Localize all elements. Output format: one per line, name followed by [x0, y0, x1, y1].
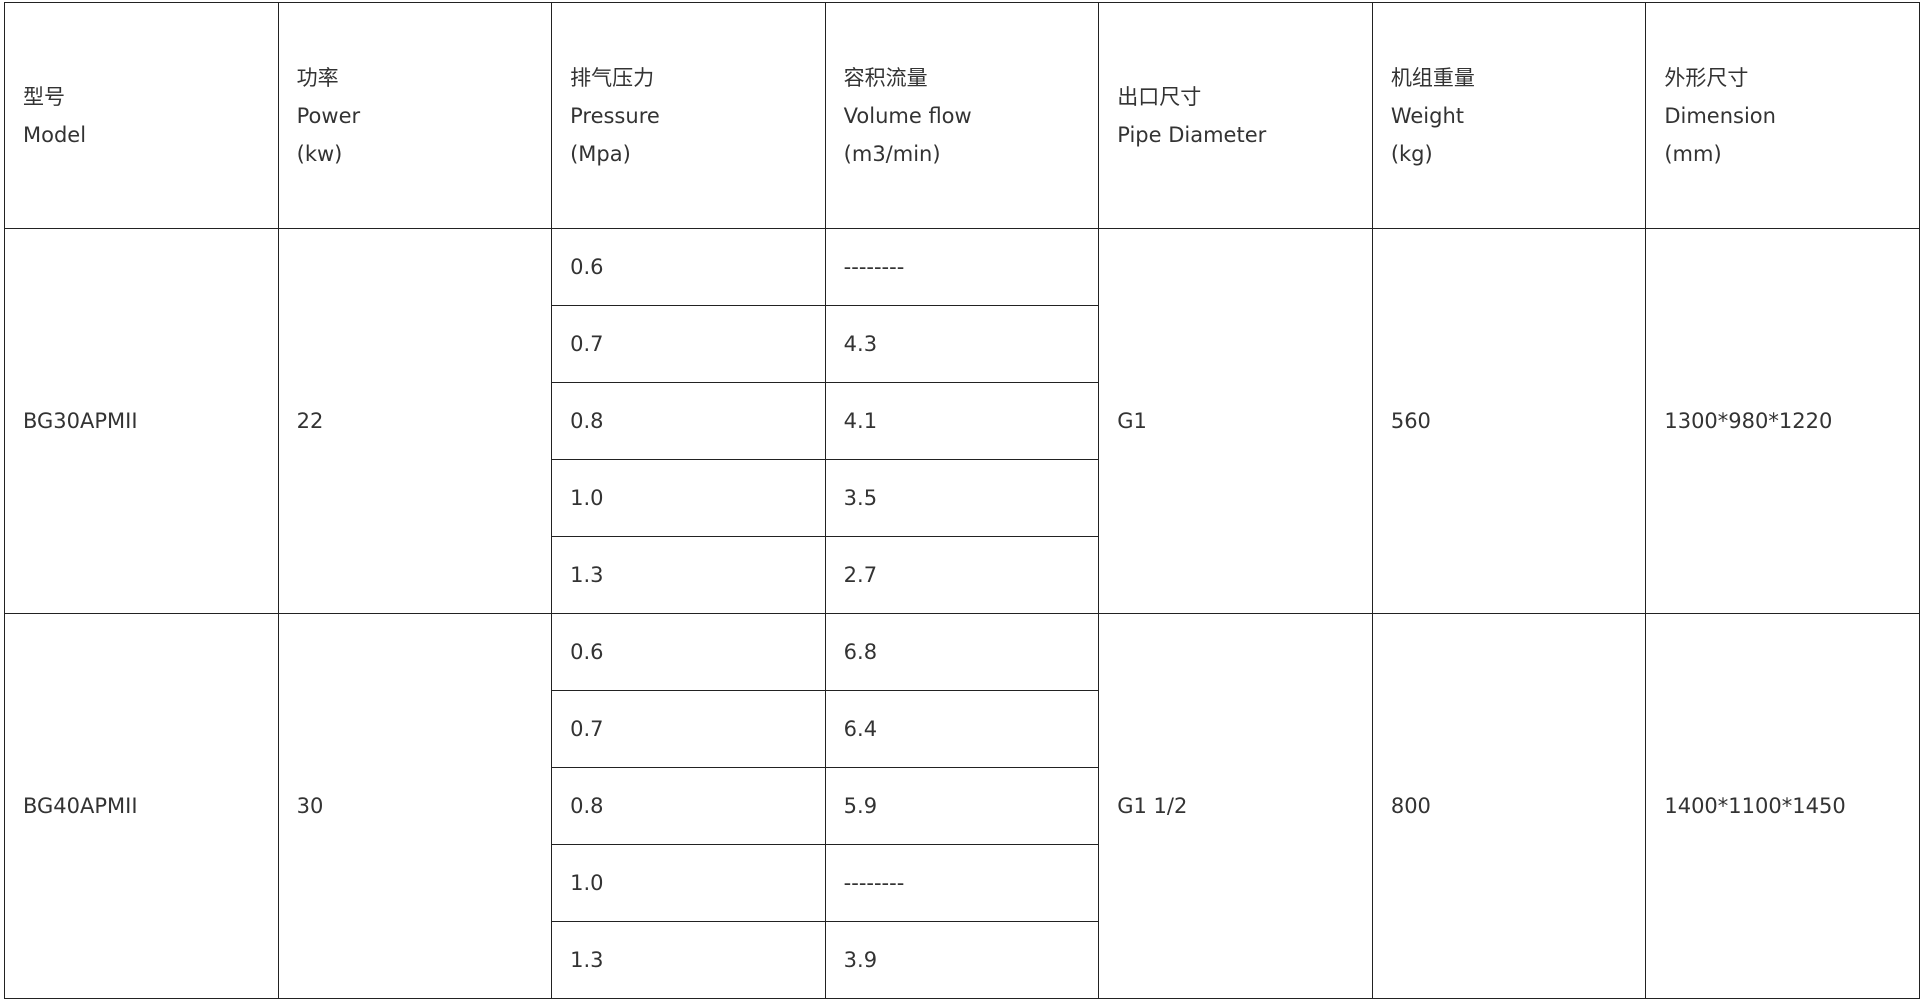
flow-cell: 4.1	[824, 382, 1100, 460]
header-text: Power	[296, 103, 361, 128]
header-text: (m3/min)	[843, 141, 941, 166]
dimension-cell: 1300*980*1220	[1645, 228, 1920, 614]
flow-cell: 6.8	[824, 613, 1100, 691]
table-row: BG30APMII 22 0.6 -------- G1 560 1300*980*1220	[4, 228, 1920, 614]
flow-cell: 3.9	[824, 921, 1100, 999]
header-row: 型号 Model 功率 Power (kw) 排气压力 Pressure (Mpa) 容积流量 V…	[4, 2, 1920, 229]
header-cell: 排气压力 Pressure (Mpa)	[551, 2, 826, 229]
header-text: Model	[23, 122, 87, 147]
flow-cell: 3.5	[824, 459, 1100, 537]
table-row: 0.7 6.4	[5, 690, 1920, 768]
header-text: (kg)	[1390, 141, 1433, 166]
header-cell: 机组重量 Weight (kg)	[1371, 2, 1647, 229]
pressure-cell: 1.3	[551, 921, 826, 999]
header-cell: 出口尺寸 Pipe Diameter	[1098, 2, 1373, 229]
weight-cell: 800	[1371, 613, 1647, 999]
pressure-cell: 1.0	[551, 844, 826, 922]
flow-cell: --------	[824, 228, 1100, 306]
header-cell: 型号 Model	[4, 2, 279, 229]
header-text: 外形尺寸	[1664, 65, 1749, 90]
pressure-cell: 1.0	[551, 459, 826, 537]
spec-table: 型号 Model 功率 Power (kw) 排气压力 Pressure (Mpa) 容积流量 V…	[4, 2, 1920, 999]
header-text: 排气压力	[570, 65, 655, 90]
table-row: 1.0 --------	[5, 844, 1920, 922]
model-cell: BG30APMII	[4, 228, 279, 614]
flow-cell: 4.3	[824, 305, 1100, 383]
header-text: Pressure	[570, 103, 660, 128]
flow-cell: 2.7	[824, 536, 1100, 614]
dimension-cell: 1400*1100*1450	[1645, 613, 1920, 999]
header-text: (kw)	[296, 141, 343, 166]
pressure-cell: 0.7	[551, 305, 826, 383]
table-row: 0.7 4.3	[5, 305, 1920, 383]
power-cell: 22	[277, 228, 553, 614]
pressure-cell: 0.6	[551, 613, 826, 691]
table-row: 1.0 3.5	[5, 459, 1920, 537]
pipe-cell: G1	[1098, 228, 1373, 614]
header-cell: 外形尺寸 Dimension (mm)	[1645, 2, 1920, 229]
header-text: Dimension	[1664, 103, 1776, 128]
header-text: (mm)	[1664, 141, 1722, 166]
flow-cell: 6.4	[824, 690, 1100, 768]
weight-cell: 560	[1371, 228, 1647, 614]
header-text: 出口尺寸	[1117, 84, 1202, 109]
pressure-cell: 1.3	[551, 536, 826, 614]
header-text: Volume flow	[843, 103, 972, 128]
flow-cell: --------	[824, 844, 1100, 922]
power-cell: 30	[277, 613, 553, 999]
header-text: 机组重量	[1390, 65, 1475, 90]
pressure-cell: 0.7	[551, 690, 826, 768]
pressure-cell: 0.6	[551, 228, 826, 306]
table-row: 0.8 5.9	[5, 767, 1920, 845]
header-text: Pipe Diameter	[1117, 122, 1267, 147]
model-cell: BG40APMII	[4, 613, 279, 999]
header-text: 功率	[296, 65, 339, 90]
header-cell: 功率 Power (kw)	[277, 2, 553, 229]
table-row: 1.3 3.9	[5, 921, 1920, 999]
table-row: BG40APMII 30 0.6 6.8 G1 1/2 800 1400*1100*1450	[4, 613, 1920, 999]
header-text: 容积流量	[843, 65, 928, 90]
pressure-cell: 0.8	[551, 382, 826, 460]
flow-cell: 5.9	[824, 767, 1100, 845]
header-text: Weight	[1390, 103, 1464, 128]
pressure-cell: 0.8	[551, 767, 826, 845]
header-cell: 容积流量 Volume flow (m3/min)	[824, 2, 1100, 229]
header-text: 型号	[23, 84, 65, 109]
pipe-cell: G1 1/2	[1098, 613, 1373, 999]
header-text: (Mpa)	[570, 141, 631, 166]
